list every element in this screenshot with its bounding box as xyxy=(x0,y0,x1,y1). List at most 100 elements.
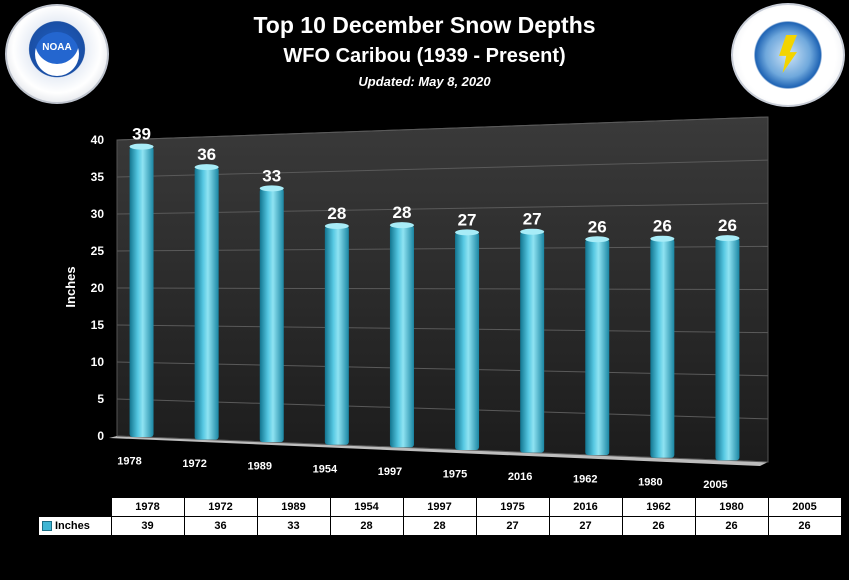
updated-date: Updated: May 8, 2020 xyxy=(358,74,491,89)
bar-top xyxy=(520,228,545,235)
x-tick-label: 1997 xyxy=(378,466,402,478)
data-table-value-cell: 39 xyxy=(110,516,185,536)
data-table-year-cell: 1980 xyxy=(694,497,769,517)
data-table-value-cell: 36 xyxy=(183,516,258,536)
bar-body xyxy=(650,238,675,458)
data-label: 26 xyxy=(653,217,672,236)
bar-body xyxy=(455,232,480,450)
gridline xyxy=(116,116,769,141)
chart-title: Top 10 December Snow Depths xyxy=(253,12,596,38)
x-tick-label: 1980 xyxy=(638,476,662,488)
noaa-logo-text: NOAA xyxy=(42,42,72,53)
bar-top xyxy=(715,235,740,242)
data-table-value-row: Inches 39 36 33 28 28 27 27 26 26 26 xyxy=(38,516,842,536)
bar-top xyxy=(585,236,610,243)
bar xyxy=(129,143,154,437)
data-table-year-cell: 1989 xyxy=(256,497,331,517)
data-table-year-cell: 1962 xyxy=(621,497,696,517)
chart-floor xyxy=(109,436,768,466)
data-table-year-cell: 1978 xyxy=(110,497,185,517)
data-table-year-cell: 2016 xyxy=(548,497,623,517)
bar xyxy=(194,164,219,440)
x-tick-label: 2016 xyxy=(508,471,532,483)
data-label: 28 xyxy=(392,203,411,222)
y-tick-label: 5 xyxy=(97,392,104,406)
y-tick-label: 20 xyxy=(91,281,105,295)
bar-chart: 0 5 10 15 20 25 30 35 40 39 36 33 28 28 27 27 26 26 26 19… xyxy=(63,116,769,491)
bar-top xyxy=(650,235,675,242)
data-table-value-cell: 27 xyxy=(475,516,550,536)
bar xyxy=(259,185,284,443)
data-table-header-row: 1978 1972 1989 1954 1997 1975 2016 1962 1980 2005 xyxy=(38,497,842,517)
bar xyxy=(650,235,675,458)
y-tick-label: 0 xyxy=(97,429,104,443)
y-axis-label: Inches xyxy=(63,266,78,307)
chart-subtitle: WFO Caribou (1939 - Present) xyxy=(283,45,566,67)
data-table-year-cell: 1975 xyxy=(475,497,550,517)
data-label: 36 xyxy=(197,145,216,164)
x-tick-label: 1954 xyxy=(313,463,338,475)
bar-body xyxy=(585,239,610,456)
data-label: 39 xyxy=(132,125,151,144)
data-table-value-cell: 26 xyxy=(694,516,769,536)
bar-body xyxy=(259,188,284,443)
x-axis: 1978 1972 1989 1954 1997 1975 2016 1962 1980 2005 xyxy=(117,456,727,491)
data-label: 26 xyxy=(588,217,607,236)
noaa-emblem-icon xyxy=(35,32,79,76)
bar-body xyxy=(715,238,740,461)
bar-body xyxy=(129,146,154,437)
legend-label: Inches xyxy=(55,520,90,532)
data-table-year-cell: 1997 xyxy=(402,497,477,517)
bar-top xyxy=(129,143,154,150)
y-tick-label: 15 xyxy=(91,318,105,332)
bar-top xyxy=(324,222,349,229)
data-table-value-cell: 28 xyxy=(402,516,477,536)
data-table-value-cell: 26 xyxy=(767,516,842,536)
data-label: 33 xyxy=(262,166,281,185)
gridline xyxy=(116,159,769,178)
data-table-value-cell: 26 xyxy=(621,516,696,536)
bar xyxy=(324,222,349,445)
x-tick-label: 1962 xyxy=(573,474,597,486)
bar-body xyxy=(194,167,219,440)
data-table-year-cell: 1954 xyxy=(329,497,404,517)
bar xyxy=(715,235,740,461)
data-table: 1978 1972 1989 1954 1997 1975 2016 1962 1980 2005… xyxy=(38,497,842,536)
bar xyxy=(520,228,545,453)
bar-body xyxy=(324,225,349,445)
y-tick-label: 10 xyxy=(91,355,105,369)
x-tick-label: 1978 xyxy=(117,456,141,468)
bar-top xyxy=(259,185,284,192)
bar xyxy=(585,236,610,456)
data-label: 27 xyxy=(523,210,542,229)
y-tick-label: 35 xyxy=(91,170,105,184)
y-tick-label: 30 xyxy=(91,207,105,221)
legend-key-icon xyxy=(42,521,52,532)
bar-series: 39 36 33 28 28 27 27 26 26 26 xyxy=(129,125,740,461)
data-table-value-cell: 33 xyxy=(256,516,331,536)
bar-body xyxy=(520,231,545,453)
data-table-value-cell: 27 xyxy=(548,516,623,536)
data-label: 27 xyxy=(458,210,477,229)
x-tick-label: 2005 xyxy=(703,479,727,491)
data-table-value-cell: 28 xyxy=(329,516,404,536)
bar-top xyxy=(455,229,480,236)
gridline xyxy=(116,202,769,215)
bar xyxy=(455,229,480,450)
bar-top xyxy=(194,164,219,171)
y-tick-label: 25 xyxy=(91,244,105,258)
x-tick-label: 1989 xyxy=(248,461,272,473)
data-label: 28 xyxy=(327,204,346,223)
data-table-year-cell: 1972 xyxy=(183,497,258,517)
nws-logo-icon xyxy=(731,3,845,107)
data-label: 26 xyxy=(718,216,737,235)
data-table-corner xyxy=(38,497,111,517)
bar xyxy=(389,222,414,448)
bar-body xyxy=(389,225,414,448)
y-tick-label: 40 xyxy=(91,133,105,147)
y-axis: 0 5 10 15 20 25 30 35 40 xyxy=(91,133,105,443)
x-tick-label: 1972 xyxy=(182,458,206,470)
data-table-series-label: Inches xyxy=(38,516,112,536)
bar-top xyxy=(389,222,414,229)
data-table-year-cell: 2005 xyxy=(767,497,842,517)
